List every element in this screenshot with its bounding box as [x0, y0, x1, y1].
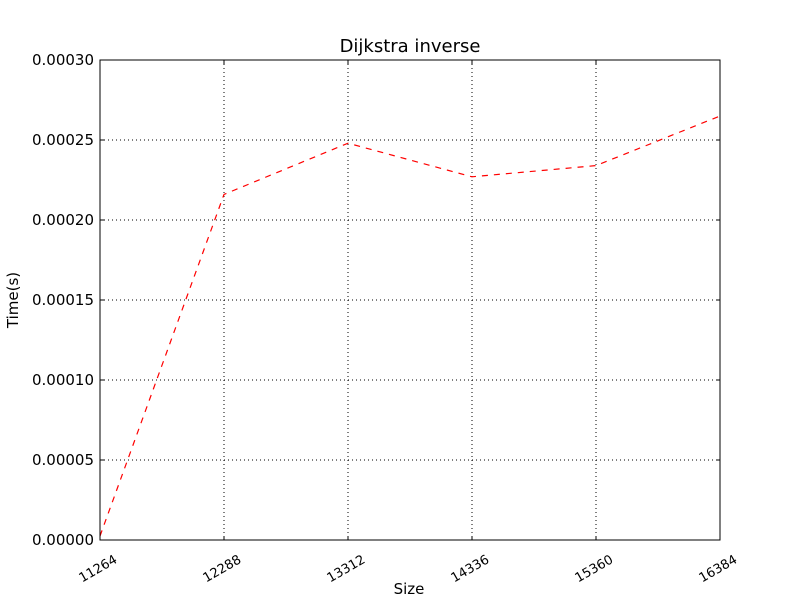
x-axis-label: Size [394, 580, 425, 598]
y-tick-label: 0.00005 [32, 451, 94, 469]
y-tick-label: 0.00015 [32, 291, 94, 309]
series-line [99, 115, 721, 537]
chart-title: Dijkstra inverse [340, 36, 481, 57]
y-axis-label: Time(s) [4, 272, 22, 329]
series-layer [99, 115, 721, 537]
y-tick-label: 0.00025 [32, 131, 94, 149]
y-tick-label: 0.00030 [32, 51, 94, 69]
y-tick-label: 0.00020 [32, 211, 94, 229]
y-tick-label: 0.00010 [32, 371, 94, 389]
grid-layer [100, 60, 720, 540]
y-tick-label: 0.00000 [32, 531, 94, 549]
